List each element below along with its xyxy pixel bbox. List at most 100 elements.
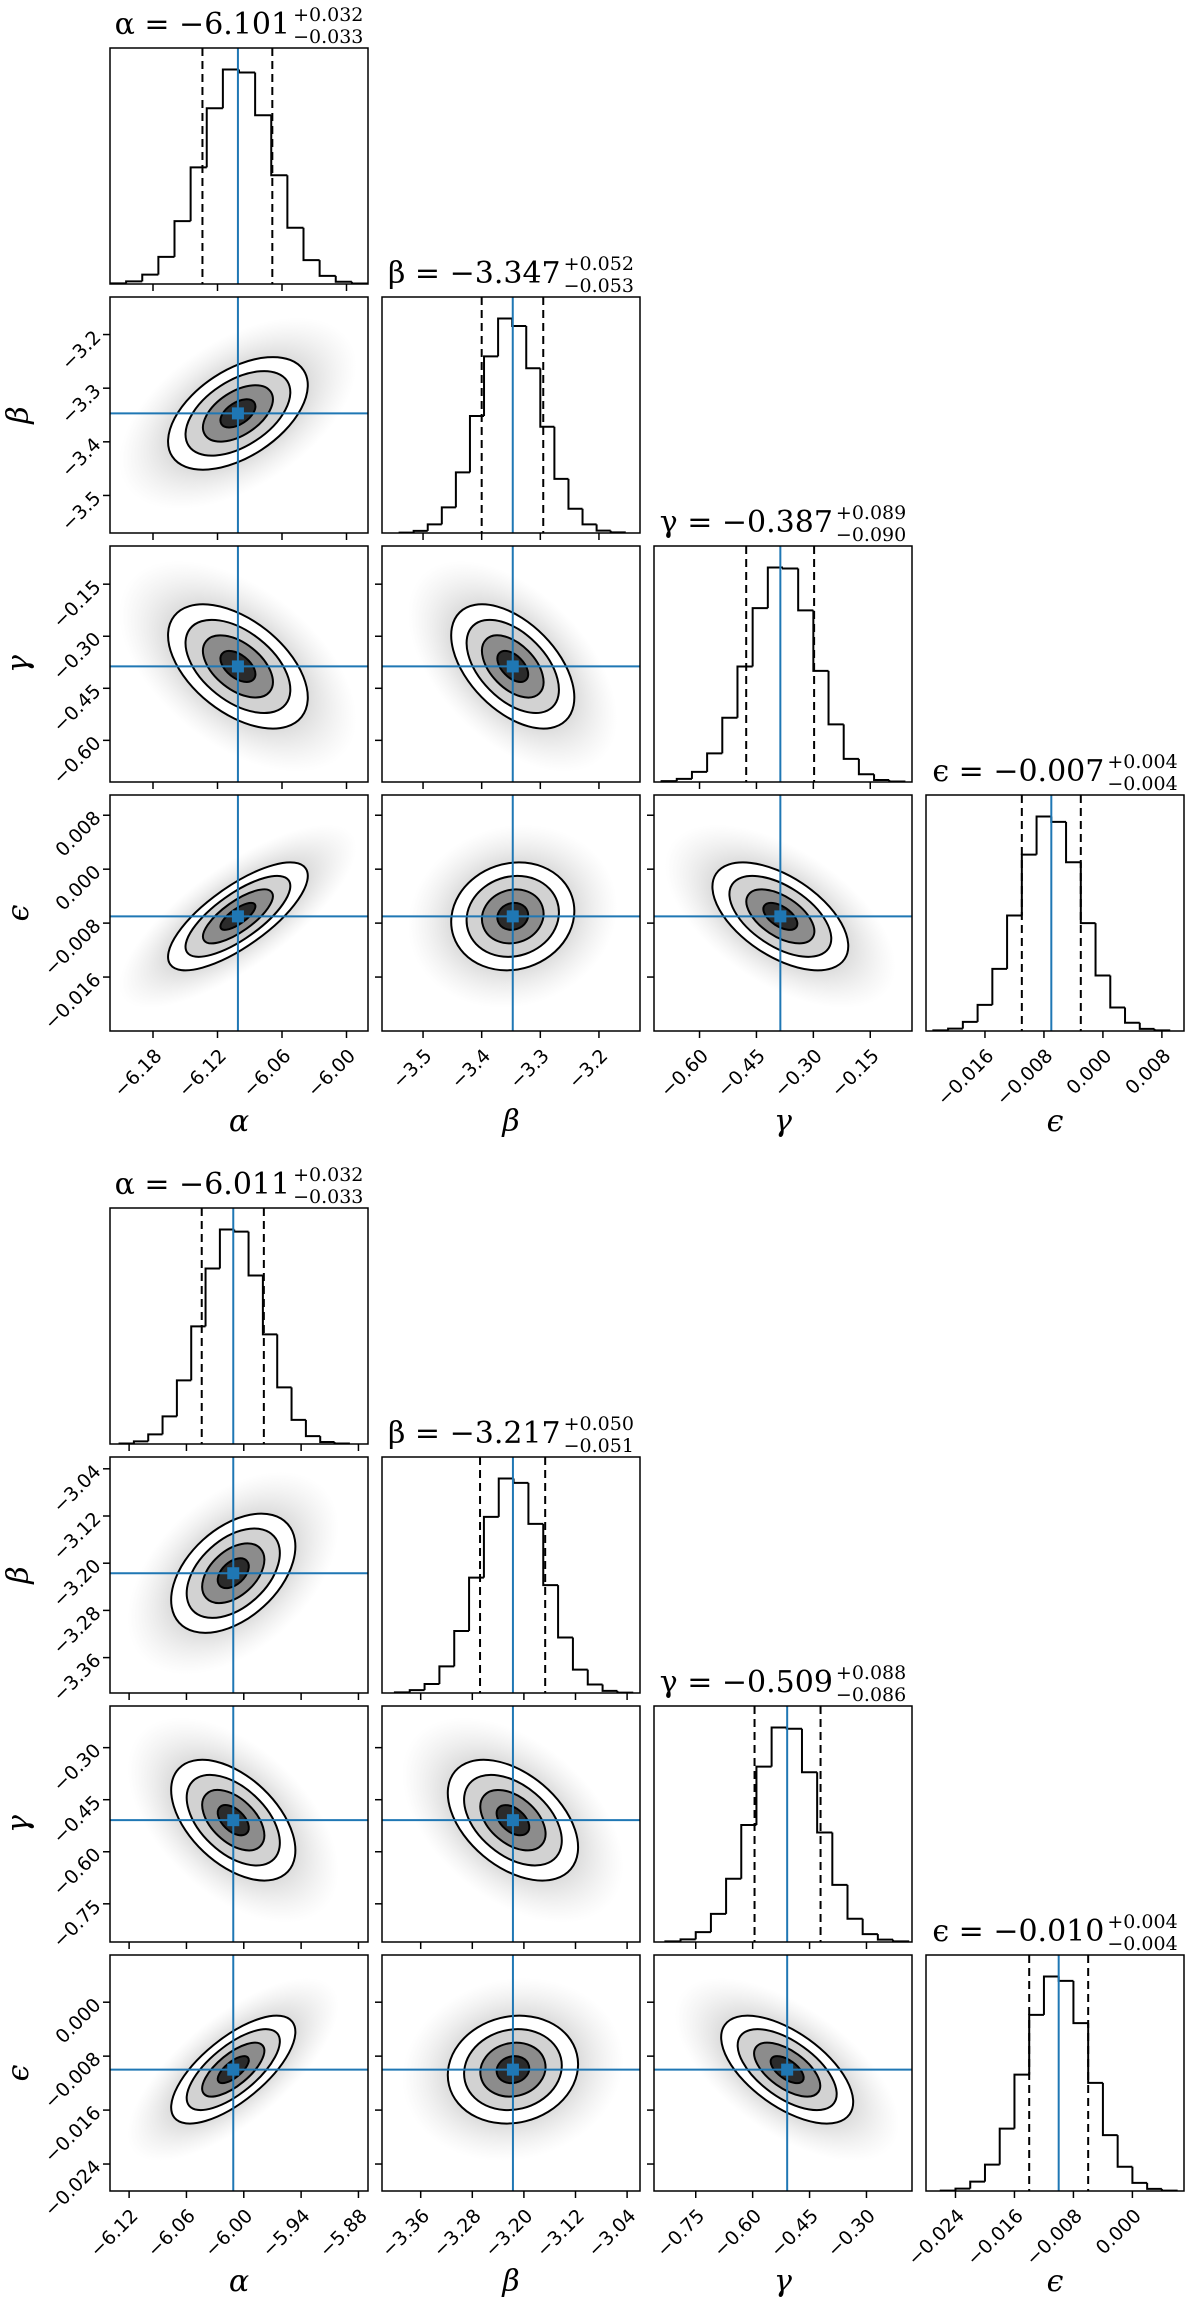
hist-step: [595, 524, 611, 532]
hist-step: [189, 166, 207, 222]
x-tick-label: −0.60: [709, 2205, 766, 2262]
contour-panel: [110, 1955, 368, 2191]
hist-step: [132, 1440, 149, 1444]
hist-step: [571, 1637, 588, 1671]
x-axis-label: ϵ: [1047, 1104, 1064, 1139]
panel-title: α = −6.101 +0.032−0.033: [115, 4, 364, 48]
y-tick-label: −0.008: [40, 2048, 105, 2113]
hist-step: [876, 1934, 894, 1941]
x-tick-label: −3.04: [584, 2205, 641, 2262]
hist-step: [812, 610, 829, 672]
hist-step: [454, 471, 470, 508]
hist-step: [453, 1629, 470, 1667]
y-axis-label: ϵ: [1, 904, 36, 921]
hist-step: [800, 1728, 818, 1774]
hist-step: [1094, 923, 1111, 977]
histogram-panel: [393, 1457, 634, 1693]
hist-step: [141, 273, 159, 282]
panel-frame: [109, 47, 369, 285]
y-axis-label: ϵ: [1, 2064, 36, 2081]
hist-step: [1131, 2166, 1148, 2184]
panel-frame: [653, 1954, 913, 2192]
hist-step: [161, 1415, 177, 1435]
hist-step: [675, 777, 692, 782]
x-tick-label: −3.36: [377, 2205, 434, 2262]
title-main: ϵ = −0.010: [932, 1914, 1104, 1949]
median-marker: [227, 1814, 240, 1827]
x-tick-label: −0.016: [963, 2205, 1028, 2270]
title-main: β = −3.347: [388, 256, 561, 291]
hist-step: [679, 1938, 696, 1942]
panel-frame: [925, 794, 1185, 1032]
panel-title: ϵ = −0.010 +0.004−0.004: [932, 1911, 1177, 1955]
hist-step: [755, 1765, 772, 1826]
hist-step: [334, 275, 352, 283]
title-main: β = −3.217: [388, 1416, 561, 1451]
hist-step: [751, 607, 768, 667]
x-tick-label: −3.28: [429, 2205, 486, 2262]
hist-step: [581, 508, 597, 526]
hist-step: [961, 1020, 978, 1029]
panel-frame: [381, 1705, 641, 1943]
x-tick-label: −0.75: [652, 2205, 709, 2262]
histogram-panel: [664, 1706, 910, 1942]
panel-title: β = −3.347 +0.052−0.053: [388, 253, 634, 297]
x-tick-label: −6.00: [200, 2205, 257, 2262]
hist-step: [254, 72, 272, 117]
title-main: γ = −0.509: [660, 1665, 833, 1700]
y-axis-label: γ: [1, 655, 36, 673]
y-tick-label: −0.75: [49, 1896, 106, 1953]
hist-step: [740, 1824, 757, 1879]
y-tick-label: −3.04: [49, 1461, 106, 1518]
contour-panel: [110, 297, 368, 533]
y-tick-label: −0.15: [49, 576, 106, 633]
panel-frame: [381, 1954, 641, 2192]
panel-frame: [109, 296, 369, 534]
hist-step: [766, 566, 783, 609]
hist-step: [173, 220, 191, 257]
hist-step: [947, 1027, 963, 1031]
median-marker: [231, 407, 244, 420]
median-marker: [231, 660, 244, 673]
hist-step: [861, 1918, 878, 1936]
y-tick-label: −0.016: [40, 2102, 105, 2167]
hist-step: [557, 1585, 573, 1639]
x-tick-label: −0.008: [992, 1045, 1057, 1110]
hist-step: [1109, 975, 1126, 1009]
panel-frame: [109, 1207, 369, 1445]
hist-step: [318, 260, 336, 277]
x-axis-label: β: [501, 1104, 519, 1139]
x-tick-label: −3.5: [388, 1045, 436, 1093]
hist-step: [1101, 2082, 1118, 2137]
hist-step: [233, 1229, 249, 1233]
hist-step: [846, 1884, 863, 1920]
hist-step: [426, 523, 442, 531]
x-tick-label: −0.008: [1022, 2205, 1087, 2270]
contour-panel: [654, 795, 912, 1031]
histogram-panel: [660, 546, 906, 782]
x-tick-label: −0.15: [827, 1045, 884, 1102]
hist-step: [1028, 2013, 1044, 2075]
hist-step: [770, 1726, 787, 1767]
hist-step: [785, 1727, 802, 1730]
hist-step: [1057, 1976, 1074, 1982]
panel-frame: [653, 1705, 913, 1943]
y-tick-label: −3.20: [49, 1555, 106, 1612]
contour-panel: [110, 546, 368, 782]
median-marker: [506, 2063, 519, 2076]
title-upper: +0.052: [564, 253, 634, 275]
x-axis-label: α: [229, 1104, 249, 1139]
hist-step: [175, 1379, 192, 1417]
hist-step: [276, 1334, 292, 1389]
title-upper: +0.088: [836, 1662, 906, 1684]
hist-step: [290, 1387, 306, 1421]
y-tick-label: 0.008: [51, 807, 105, 861]
hist-step: [736, 665, 753, 718]
hist-step: [1006, 914, 1022, 969]
title-lower: −0.086: [836, 1684, 906, 1706]
contour-panel: [654, 1955, 912, 2191]
hist-step: [412, 529, 428, 533]
hist-step: [190, 1325, 206, 1381]
